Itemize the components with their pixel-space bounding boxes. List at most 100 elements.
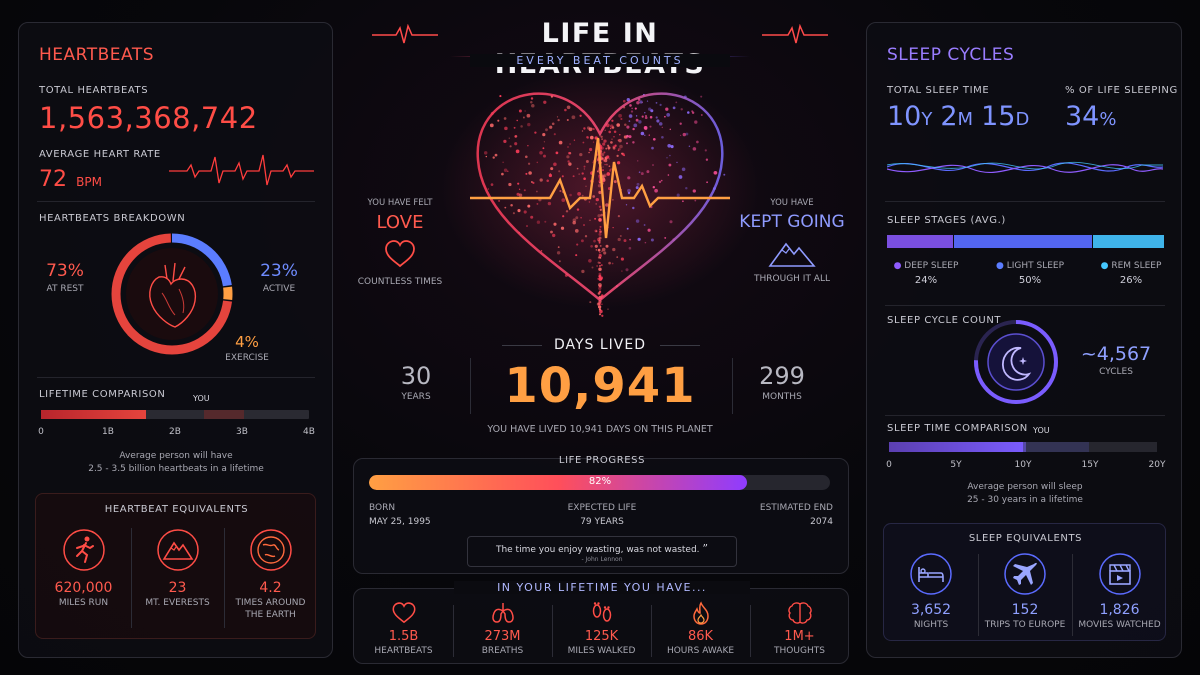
heart-particle (561, 198, 566, 202)
sleep-months: 2 (940, 101, 958, 132)
heart-particle (620, 117, 623, 121)
heart-particle (641, 115, 644, 118)
heart-particle (666, 156, 668, 159)
sleep-cycle-title: SLEEP CYCLE COUNT (887, 315, 1002, 326)
heart-particle (605, 147, 608, 150)
heart-particle (513, 126, 516, 129)
breakdown-exercise-pct: 4% (235, 333, 259, 351)
deep-pct: 24% (914, 275, 938, 286)
heart-particle (508, 137, 510, 139)
breakdown-rest: 73% AT REST (37, 261, 93, 294)
heart-particle (616, 154, 619, 158)
deep-label: DEEP SLEEP (904, 261, 959, 271)
flame-icon (692, 601, 709, 625)
heart-particle (598, 267, 602, 272)
heart-outline-icon (392, 602, 415, 624)
heart-particle (592, 195, 596, 198)
heart-particle (567, 160, 570, 163)
heart-particle (598, 239, 601, 243)
heart-particle (588, 151, 590, 154)
heart-particle (644, 112, 646, 114)
heart-particle (601, 138, 604, 141)
lifetime-comparison-bar (41, 410, 309, 419)
heart-particle (526, 113, 531, 118)
heart-particle (598, 253, 602, 257)
heart-particle (601, 314, 604, 317)
kept-value: KEPT GOING (739, 212, 845, 232)
heart-particle (656, 119, 660, 123)
heart-particle (610, 168, 612, 170)
heart-particle (561, 175, 564, 178)
heart-particle (609, 127, 612, 130)
heart-particle (509, 145, 512, 148)
lifetime-comparison-ticks: 0 1B 2B 3B 4B (38, 427, 315, 439)
globe-icon (249, 529, 292, 571)
heart-particle (598, 283, 602, 287)
heart-particle (665, 107, 669, 111)
heart-particle (555, 151, 559, 155)
nights-label: NIGHTS (913, 620, 949, 630)
heart-particle (635, 186, 639, 190)
heart-particle (560, 226, 565, 230)
life-progress-fill (369, 475, 748, 490)
heart-particle (536, 220, 541, 224)
lifetime-comparison-title: LIFETIME COMPARISON (39, 389, 166, 400)
heart-particle (571, 115, 576, 120)
heart-particle (553, 162, 557, 167)
heart-particle (599, 265, 601, 267)
heart-particle (611, 119, 614, 122)
breakdown-title: HEARTBEATS BREAKDOWN (39, 213, 186, 224)
heart-particle (628, 114, 633, 118)
heart-particle (536, 161, 539, 164)
heart-particle (625, 204, 628, 206)
heart-particle (605, 244, 609, 248)
heart-particle (545, 128, 548, 132)
trips-label: TRIPS TO EUROPE (984, 620, 1066, 630)
sleep-comparison-tick-3: 15Y (1081, 460, 1099, 470)
lifetime-breaths-value: 273M (484, 629, 521, 644)
heart-particle (598, 241, 601, 244)
heart-particle (552, 233, 556, 238)
felt-label: YOU HAVE FELT (367, 198, 433, 208)
pct-life-sleeping-value: 34 (1065, 101, 1100, 132)
heart-particle (492, 156, 495, 159)
heart-particle (597, 261, 600, 264)
heart-particle (643, 224, 646, 226)
heart-particle (598, 283, 602, 287)
heart-particle (572, 220, 576, 225)
heart-particle (599, 251, 601, 254)
heart-particle (679, 122, 682, 125)
heart-particle (646, 170, 650, 174)
heart-particle (648, 134, 650, 136)
heart-particle (516, 119, 518, 122)
heart-particle (553, 133, 556, 136)
heart-particle (589, 301, 592, 304)
avg-heart-rate-label: AVERAGE HEART RATE (39, 149, 161, 160)
heart-particle (543, 100, 547, 104)
equivalent-movies: 1,826 MOVIES WATCHED (1072, 552, 1167, 630)
lifetime-thoughts-label: THOUGHTS (774, 646, 825, 656)
heart-particle (602, 177, 606, 181)
heart-particle (645, 114, 647, 117)
heart-particle (569, 193, 572, 197)
lifetime-comparison-note-1: Average person will have (119, 451, 233, 461)
heart-particle (598, 286, 602, 291)
heart-particle (644, 241, 647, 244)
felt-sub: COUNTLESS TIMES (357, 277, 443, 287)
heart-particle (700, 95, 703, 98)
heart-particle (682, 200, 684, 203)
heart-particle (539, 151, 543, 155)
heart-particle (705, 158, 709, 161)
heart-particle (692, 189, 696, 193)
heart-particle (599, 244, 602, 247)
heart-particle (613, 130, 617, 133)
cycle-value: ~4,567 (1080, 343, 1152, 365)
sleep-average-range (1023, 442, 1089, 452)
heart-particle (583, 127, 586, 130)
heart-particle (600, 153, 603, 156)
heart-particle (487, 188, 489, 190)
months-label: MONTHS (762, 392, 802, 402)
months-block: 299 MONTHS (744, 362, 820, 402)
heart-particle (556, 116, 559, 118)
heart-particle (497, 119, 500, 122)
